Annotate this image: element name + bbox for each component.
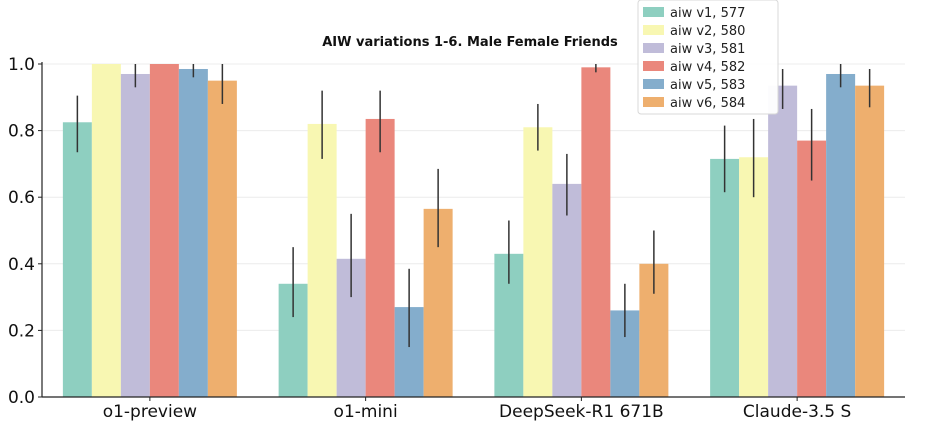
x-tick-label: o1-mini (334, 402, 398, 422)
legend-swatch (643, 97, 664, 107)
y-tick-label: 1.0 (8, 55, 35, 75)
legend-label: aiw v3, 581 (670, 42, 745, 57)
legend: aiw v1, 577 aiw v2, 580 aiw v3, 581 aiw v4,… (637, 0, 779, 115)
error-bars (76, 64, 871, 348)
bar (149, 64, 179, 397)
axes: 0.0 0.2 0.4 0.6 0.8 1.0 o1-preview o1-mini DeepS… (8, 55, 905, 422)
bars (62, 64, 885, 398)
bar (207, 80, 237, 398)
bar (826, 73, 856, 398)
y-tick-label: 0.6 (8, 188, 35, 208)
chart-title: AIW variations 1-6. Male Female Friends (322, 35, 618, 50)
legend-label: aiw v1, 577 (670, 6, 745, 21)
bar (178, 68, 208, 398)
legend-swatch (643, 43, 664, 53)
y-tick-label: 0.4 (8, 255, 35, 275)
bar (855, 85, 885, 398)
bar (710, 158, 740, 397)
bar (307, 123, 337, 397)
legend-label: aiw v4, 582 (670, 60, 745, 75)
bar (581, 67, 611, 397)
legend-swatch (643, 79, 664, 89)
bar (797, 140, 827, 397)
legend-label: aiw v6, 584 (670, 96, 745, 111)
bar (120, 73, 150, 398)
legend-label: aiw v5, 583 (670, 78, 745, 93)
x-tick-label: o1-preview (103, 402, 197, 422)
y-tick-label: 0.0 (8, 388, 35, 408)
bar (739, 157, 769, 397)
legend-swatch (643, 7, 664, 17)
bar (768, 85, 798, 398)
x-tick-label: Claude-3.5 S (743, 402, 851, 422)
bar (91, 64, 121, 397)
bar (552, 183, 582, 397)
bar (365, 118, 395, 397)
x-tick-label: DeepSeek-R1 671B (499, 402, 664, 422)
legend-label: aiw v2, 580 (670, 24, 745, 39)
legend-box (637, 0, 779, 115)
bar (523, 127, 553, 398)
y-tick-label: 0.8 (8, 122, 35, 142)
legend-swatch (643, 25, 664, 35)
legend-swatch (643, 61, 664, 71)
bar (62, 122, 92, 398)
y-tick-label: 0.2 (8, 321, 35, 341)
